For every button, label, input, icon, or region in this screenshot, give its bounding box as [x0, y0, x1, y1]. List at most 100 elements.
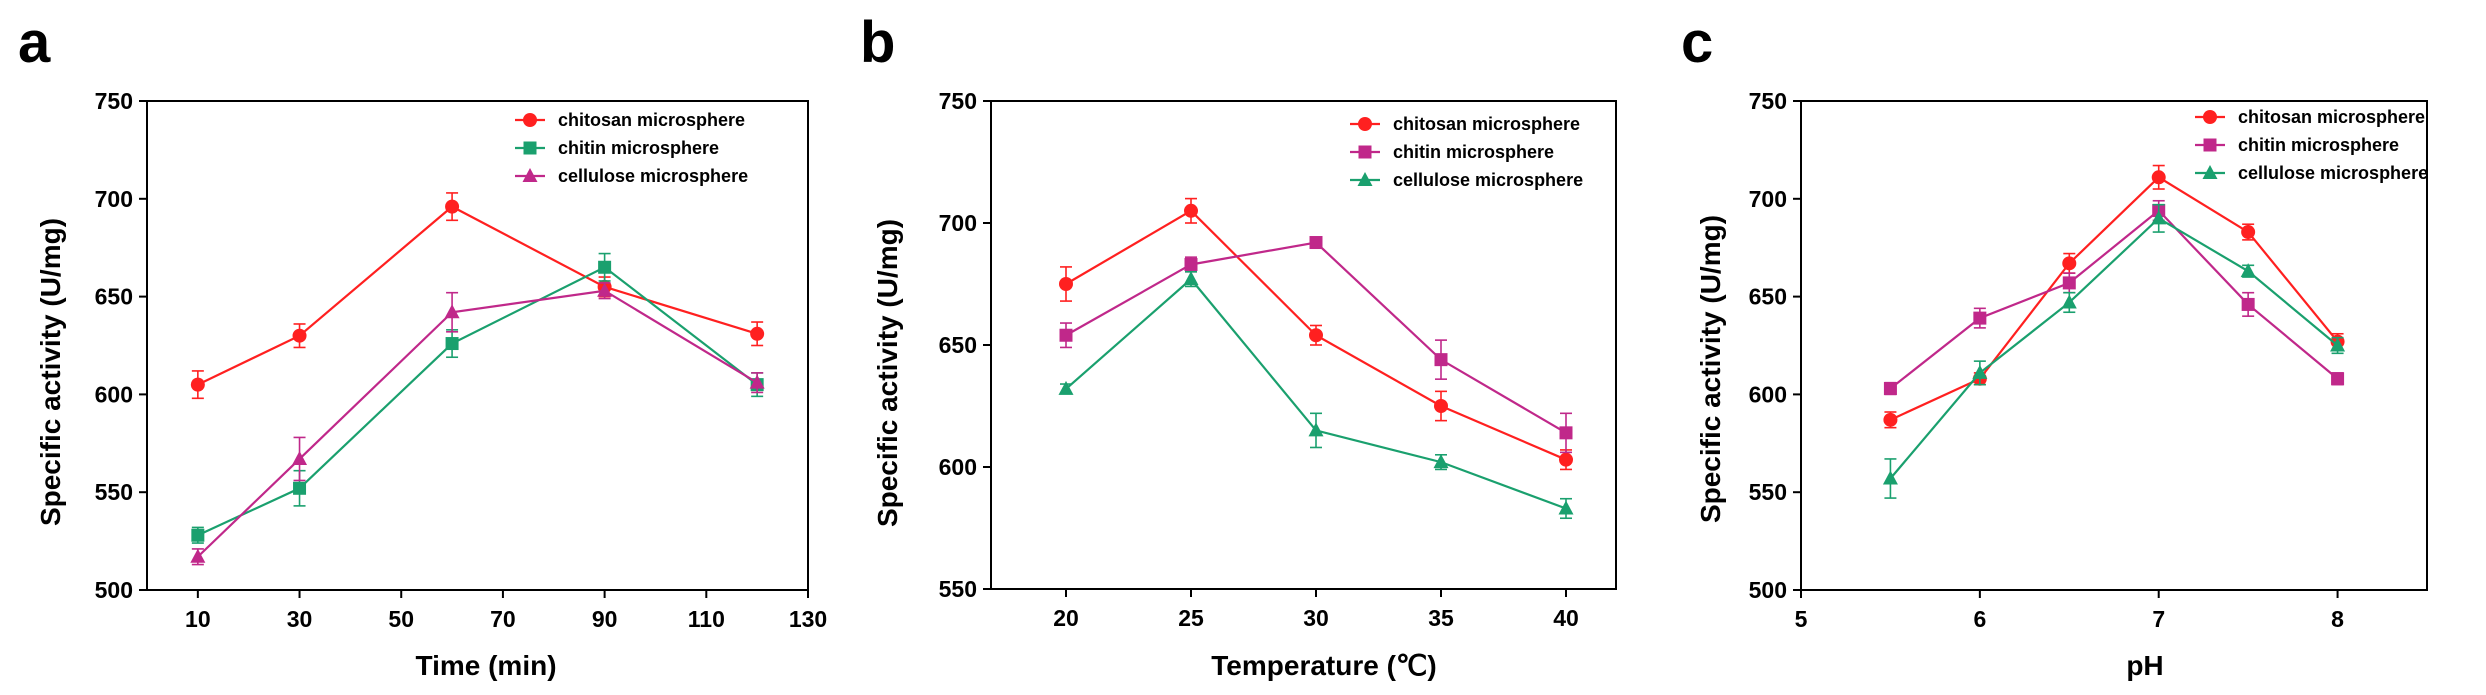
panel-b-series-chitin-point: [1309, 236, 1323, 250]
panel-c-series-chitosan-point: [1883, 412, 1898, 427]
panel-c-legend-marker: [2202, 165, 2218, 179]
panel-a-legend-marker: [522, 168, 538, 182]
panel-a-series-chitin-point: [445, 337, 459, 351]
panel-a-legend-label: chitin microsphere: [558, 138, 719, 158]
panel-a-frame: [146, 100, 809, 591]
panel-b-legend-entry: chitosan microsphere: [1350, 114, 1580, 134]
panel-b-series-cellulose-point: [1058, 380, 1074, 395]
panel-a-series-cellulose-point: [292, 450, 308, 465]
panel-c-series-chitin-point: [1973, 311, 1987, 325]
panel-a-series-chitosan-point: [750, 326, 765, 341]
panel-a-series-chitin-point: [191, 528, 205, 542]
panel-a-x-tick-label: 50: [388, 606, 414, 632]
panel-c-series-cellulose-point: [2330, 337, 2346, 352]
panel-a-x-tick-label: 130: [789, 606, 827, 632]
panel-c-series-chitin-line: [1889, 209, 2339, 390]
panel-c-legend-entry: chitin microsphere: [2195, 135, 2399, 155]
panel-c-legend: chitosan microsphere chitin microsphere ce…: [2195, 107, 2428, 183]
panel-a-legend-marker: [523, 141, 537, 155]
panel-c-x-tick-label: 8: [2331, 606, 2344, 632]
panel-b-series-chitosan-point: [1059, 277, 1073, 291]
panel-b-letter: b: [860, 10, 895, 75]
panel-c-legend-entry: cellulose microsphere: [2195, 163, 2428, 183]
panel-a-legend-marker: [523, 113, 537, 127]
panel-b-series-chitosan-point: [1184, 203, 1198, 218]
plot-b: 20 25 30 35 40 550 600 650 700 750 chitosan micros…: [939, 88, 1617, 631]
panel-a-series-chitin-point: [598, 260, 612, 274]
panel-a-legend-entry: chitosan microsphere: [515, 110, 745, 130]
panel-c-x-tick-label: 7: [2152, 606, 2165, 632]
panel-b-x-tick-label: 30: [1303, 605, 1329, 631]
panel-a-series-chitosan-point: [445, 199, 460, 214]
panel-b-series-chitin-point: [1184, 257, 1198, 271]
panel-c-series-cellulose: [1882, 203, 2346, 499]
panel-b-y-tick-label: 700: [939, 210, 977, 236]
panel-a-series-chitosan-line: [197, 205, 758, 386]
panel-a-series-chitosan-point: [292, 328, 307, 343]
panel-a-legend: chitosan microsphere chitin microsphere ce…: [515, 110, 748, 186]
panel-a-x-tick-label: 110: [688, 606, 725, 632]
panel-c-series-chitin-point: [2331, 372, 2345, 386]
panel-b-series-chitin-point: [1059, 328, 1073, 342]
panel-a-x-tick-label: 10: [185, 606, 211, 632]
panel-c-legend-label: chitosan microsphere: [2238, 107, 2425, 127]
panel-c-x-tick-label: 5: [1795, 606, 1808, 632]
panel-a-series-cellulose-point: [749, 374, 765, 389]
panel-c-y-tick-label: 550: [1749, 479, 1787, 505]
panel-c-series-chitin-point: [1883, 382, 1897, 396]
panel-c-series-chitosan-point: [2241, 225, 2256, 240]
panel-c-letter: c: [1681, 10, 1713, 75]
panel-c-legend-marker: [2203, 138, 2217, 152]
panel-c-legend-label: chitin microsphere: [2238, 135, 2399, 155]
panel-b-legend-marker: [1357, 172, 1373, 186]
panel-c-series-cellulose-point: [1972, 364, 1988, 379]
panel-b-series-chitin-point: [1559, 426, 1573, 440]
panel-b-series-chitosan-point: [1434, 399, 1448, 413]
panel-a: a 10 30 50 70 90 110 130 500 550 600 650 700 750 chit…: [18, 10, 827, 681]
panel-b-legend: chitosan microsphere chitin microsphere ce…: [1350, 114, 1583, 190]
panel-a-series-cellulose-point: [190, 548, 206, 563]
panel-c-legend-label: cellulose microsphere: [2238, 163, 2428, 183]
panel-b-x-tick-label: 20: [1053, 605, 1079, 631]
panel-a-letter: a: [18, 10, 51, 75]
panel-b-legend-entry: chitin microsphere: [1350, 142, 1554, 162]
panel-a-legend-label: chitosan microsphere: [558, 110, 745, 130]
panel-b-legend-marker: [1358, 145, 1372, 159]
panel-b-y-tick-label: 750: [939, 88, 977, 114]
panel-c-series-cellulose-point: [1882, 470, 1898, 485]
panel-a-y-tick-label: 600: [95, 381, 133, 407]
panel-b-series-cellulose-point: [1433, 454, 1449, 469]
panel-c-y-tick-label: 700: [1749, 186, 1787, 212]
panel-a-series-chitosan-point: [190, 377, 205, 392]
panel-a-y-tick-label: 500: [95, 577, 133, 603]
panel-b-series-cellulose: [1058, 270, 1574, 520]
panel-a-x-tick-label: 70: [490, 606, 516, 632]
panel-c-series-chitin-point: [2062, 276, 2076, 290]
panel-c-series-chitosan-line: [1889, 175, 2339, 421]
panel-c-y-tick-label: 500: [1749, 577, 1787, 603]
panel-a-xlabel: Time (min): [415, 650, 556, 681]
panel-c-legend-entry: chitosan microsphere: [2195, 107, 2425, 127]
panel-b-legend-entry: cellulose microsphere: [1350, 170, 1583, 190]
panel-a-y-tick-label: 750: [95, 88, 133, 114]
panel-c: c 5 6 7 8 500 550 600 650 700 750 chitosan microsp…: [1681, 10, 2428, 681]
panel-b-legend-label: cellulose microsphere: [1393, 170, 1583, 190]
panel-c-xlabel: pH: [2126, 650, 2163, 681]
panel-b-series-chitosan-point: [1309, 328, 1323, 343]
panel-a-y-tick-label: 650: [95, 284, 133, 310]
panel-a-y-tick-label: 550: [95, 479, 133, 505]
panel-c-series-chitosan-point: [2151, 170, 2166, 185]
panel-b-ylabel: Specific activity (U/mg): [872, 219, 903, 527]
panel-c-series-chitin: [1883, 199, 2345, 396]
panel-b-legend-marker: [1358, 117, 1372, 131]
panel-b-xlabel: Temperature (℃): [1211, 650, 1436, 681]
panel-b-y-tick-label: 600: [939, 454, 977, 480]
panel-c-y-tick-label: 650: [1749, 284, 1787, 310]
panel-a-series-chitin-point: [293, 481, 307, 495]
panel-a-ylabel: Specific activity (U/mg): [35, 218, 66, 526]
panel-c-frame: [1800, 100, 2428, 591]
panel-c-series-cellulose-point: [2240, 263, 2256, 278]
panel-a-legend-entry: cellulose microsphere: [515, 166, 748, 186]
panel-b-series-cellulose-point: [1308, 422, 1324, 437]
